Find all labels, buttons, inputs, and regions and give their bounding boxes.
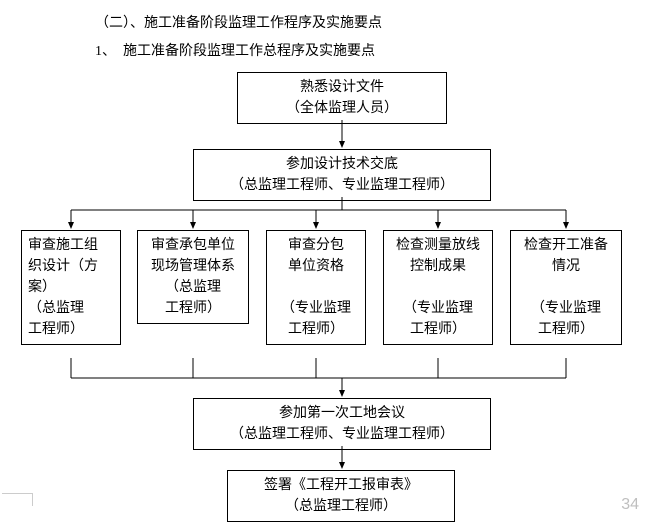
node-line: 检查测量放线	[390, 235, 486, 256]
node-line: （专业监理	[390, 298, 486, 319]
node-line: 工程师）	[517, 319, 615, 340]
node-line: 工程师）	[390, 319, 486, 340]
node-line: 控制成果	[390, 256, 486, 277]
node-line: 织设计（方	[28, 256, 114, 277]
node-line: 熟悉设计文件	[244, 77, 440, 98]
page-corner-mark	[2, 493, 33, 506]
node-first-site-meeting: 参加第一次工地会议 （总监理工程师、专业监理工程师）	[193, 398, 491, 450]
node-line: （专业监理	[273, 298, 359, 319]
node-sign-start-form: 签署《工程开工报审表》 （总监理工程师）	[227, 470, 455, 522]
node-line: 参加第一次工地会议	[200, 403, 484, 424]
subsection-heading: 1、 施工准备阶段监理工作总程序及实施要点	[95, 40, 375, 60]
node-line: 检查开工准备	[517, 235, 615, 256]
node-line: （总监理	[144, 277, 242, 298]
node-line: 审查承包单位	[144, 235, 242, 256]
node-line: （全体监理人员）	[244, 98, 440, 119]
node-review-contractor-system: 审查承包单位 现场管理体系 （总监理 工程师）	[137, 230, 249, 324]
node-line: 情况	[517, 256, 615, 277]
page-number: 34	[621, 496, 639, 514]
node-line: （总监理工程师、专业监理工程师）	[200, 424, 484, 445]
node-line: 工程师）	[28, 319, 114, 340]
section-heading: （二）、施工准备阶段监理工作程序及实施要点	[95, 12, 382, 32]
node-line: 签署《工程开工报审表》	[234, 475, 448, 496]
node-line: （专业监理	[517, 298, 615, 319]
node-line: 工程师）	[273, 319, 359, 340]
node-line: 审查分包	[273, 235, 359, 256]
node-design-disclosure: 参加设计技术交底 （总监理工程师、专业监理工程师）	[193, 149, 491, 201]
node-line: 案）	[28, 277, 114, 298]
node-line: 现场管理体系	[144, 256, 242, 277]
node-familiarize-design: 熟悉设计文件 （全体监理人员）	[237, 72, 447, 124]
node-line	[273, 277, 359, 298]
node-line: 单位资格	[273, 256, 359, 277]
node-line: 工程师）	[144, 298, 242, 319]
node-line: 审查施工组	[28, 235, 114, 256]
node-check-start-prep: 检查开工准备 情况 （专业监理 工程师）	[510, 230, 622, 345]
node-line	[517, 277, 615, 298]
node-line: （总监理工程师、专业监理工程师）	[200, 175, 484, 196]
node-review-construction-plan: 审查施工组 织设计（方 案） （总监理 工程师）	[21, 230, 121, 345]
node-line: （总监理	[28, 298, 114, 319]
node-check-survey: 检查测量放线 控制成果 （专业监理 工程师）	[383, 230, 493, 345]
node-line: 参加设计技术交底	[200, 154, 484, 175]
node-line: （总监理工程师）	[234, 496, 448, 517]
node-line	[390, 277, 486, 298]
node-review-subcontractor: 审查分包 单位资格 （专业监理 工程师）	[266, 230, 366, 345]
